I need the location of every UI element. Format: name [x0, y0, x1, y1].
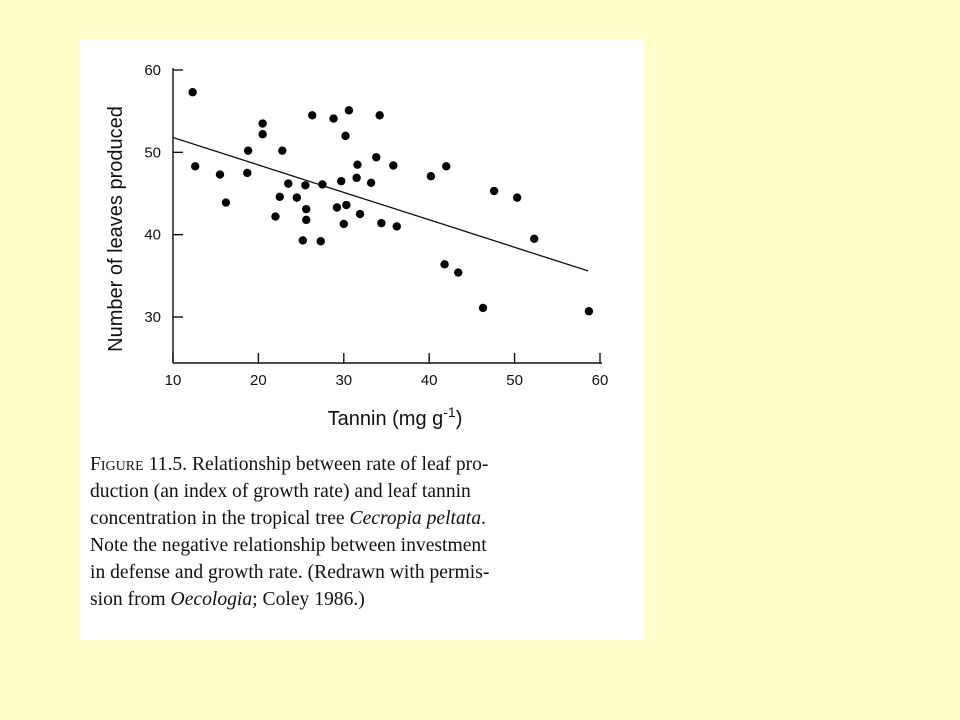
data-point — [366, 178, 376, 187]
data-point — [489, 186, 499, 196]
y-tick-label: 60 — [144, 62, 161, 79]
data-point — [392, 222, 401, 231]
figure-panel: 30 40 50 60 10 20 30 40 50 60 Tannin (mg g-1) Num… — [80, 40, 644, 640]
data-point — [332, 203, 342, 212]
data-point — [308, 111, 317, 120]
trend-line — [172, 136, 589, 272]
caption-line-1: Figure 11.5. Relationship between rate o… — [90, 451, 630, 478]
data-point — [454, 268, 463, 277]
data-point — [258, 130, 267, 139]
caption-line-2: duction (an index of growth rate) and le… — [90, 481, 471, 502]
data-point — [389, 161, 398, 170]
scatter-chart: 30 40 50 60 10 20 30 40 50 60 Tannin (mg g-1) Num… — [105, 62, 608, 430]
data-point — [341, 131, 350, 141]
data-point — [302, 215, 311, 225]
chart-axes: 30 40 50 60 10 20 30 40 50 60 — [144, 62, 608, 389]
data-point — [243, 146, 253, 155]
data-point — [188, 88, 197, 97]
x-axis-title: Tannin (mg g-1) — [328, 404, 463, 430]
data-point — [302, 204, 311, 214]
data-point — [275, 192, 284, 201]
species-name: Cecropia peltata — [349, 508, 482, 529]
figure-caption: Figure 11.5. Relationship between rate o… — [90, 451, 630, 613]
figure-number: 11.5. — [148, 454, 188, 475]
caption-text: concentration in the tropical tree — [90, 508, 350, 529]
journal-name: Oecologia — [170, 589, 253, 610]
data-point — [284, 179, 293, 188]
data-point — [271, 212, 280, 221]
data-point — [301, 181, 310, 190]
data-point — [292, 193, 302, 202]
data-point — [215, 170, 225, 179]
caption-text: Relationship between rate of leaf pro- — [191, 454, 489, 475]
data-point — [191, 162, 200, 171]
figure-label: Figure — [90, 454, 144, 475]
data-point — [375, 111, 384, 120]
data-point — [377, 218, 386, 228]
x-tick-label: 20 — [250, 372, 267, 389]
data-point — [278, 146, 287, 155]
x-tick-label: 40 — [421, 372, 438, 389]
data-point — [440, 260, 449, 269]
data-point — [426, 172, 436, 181]
data-point — [512, 193, 522, 202]
data-point — [372, 153, 381, 162]
data-point — [329, 114, 338, 123]
x-tick-label: 50 — [506, 372, 523, 389]
data-point — [530, 234, 539, 243]
data-point — [337, 176, 346, 186]
caption-text: . — [481, 508, 486, 529]
data-point — [355, 209, 365, 219]
x-tick-label: 60 — [592, 372, 609, 389]
x-tick-label: 10 — [165, 372, 182, 389]
data-point — [353, 160, 362, 169]
data-point — [258, 119, 267, 128]
caption-text: sion from — [90, 589, 171, 610]
data-point — [243, 168, 252, 178]
data-point — [352, 173, 361, 183]
data-point — [298, 236, 308, 245]
data-point — [339, 219, 348, 229]
caption-line-4: Note the negative relationship between i… — [90, 535, 487, 556]
x-tick-label: 30 — [335, 372, 352, 389]
y-tick-label: 40 — [144, 227, 161, 244]
y-tick-label: 50 — [144, 144, 161, 161]
data-point — [342, 200, 351, 210]
data-point — [478, 303, 488, 313]
data-point — [221, 198, 231, 207]
y-tick-label: 30 — [144, 309, 161, 326]
trend-line-layer — [172, 136, 589, 272]
data-point — [584, 307, 594, 316]
data-points — [188, 88, 594, 316]
caption-line-5: in defense and growth rate. (Redrawn wit… — [90, 562, 490, 583]
caption-text: ; Coley 1986.) — [252, 589, 365, 610]
caption-line-3: concentration in the tropical tree Cecro… — [90, 505, 630, 532]
caption-line-6: sion from Oecologia; Coley 1986.) — [90, 586, 630, 613]
y-axis-title: Number of leaves produced — [105, 106, 127, 352]
data-point — [344, 106, 354, 115]
data-point — [316, 237, 325, 246]
data-point — [442, 162, 451, 171]
